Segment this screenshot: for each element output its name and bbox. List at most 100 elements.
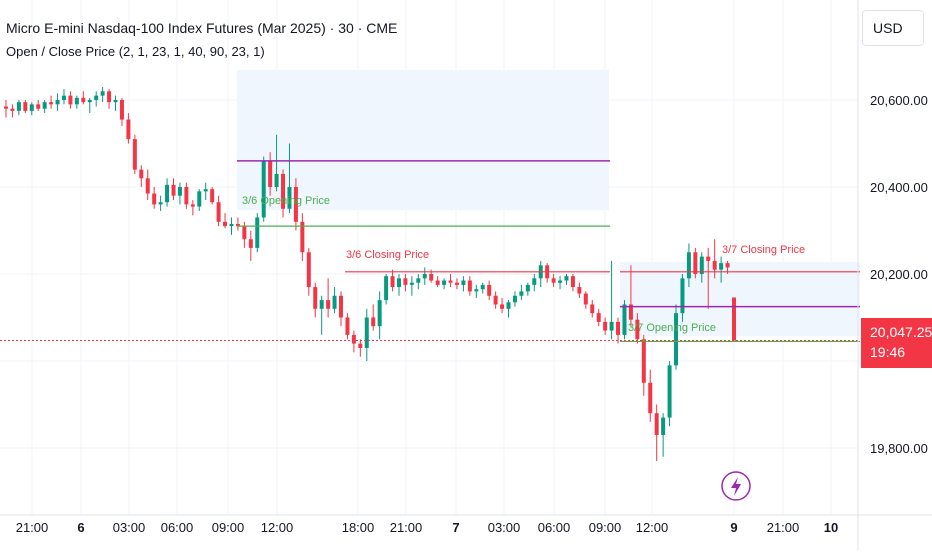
candle-body[interactable] xyxy=(23,102,28,111)
candle-body[interactable] xyxy=(326,300,331,309)
candle-body[interactable] xyxy=(628,304,633,320)
candle-body[interactable] xyxy=(377,300,382,327)
candle-body[interactable] xyxy=(564,276,569,281)
candle-body[interactable] xyxy=(384,276,389,301)
candle-body[interactable] xyxy=(10,108,15,111)
candle-body[interactable] xyxy=(622,304,627,335)
candle-body[interactable] xyxy=(667,365,672,418)
candle-body[interactable] xyxy=(512,295,517,303)
candle-body[interactable] xyxy=(519,291,524,296)
candle-body[interactable] xyxy=(223,221,228,227)
candle-body[interactable] xyxy=(242,226,247,240)
candle-body[interactable] xyxy=(422,274,427,279)
candle-body[interactable] xyxy=(158,202,163,205)
candle-body[interactable] xyxy=(661,417,666,435)
candle-body[interactable] xyxy=(686,252,691,279)
candle-body[interactable] xyxy=(345,317,350,335)
candle-body[interactable] xyxy=(319,300,324,309)
candle-body[interactable] xyxy=(74,97,79,105)
candle-body[interactable] xyxy=(590,304,595,314)
candle-body[interactable] xyxy=(699,256,704,274)
candle-body[interactable] xyxy=(358,343,363,348)
candle-body[interactable] xyxy=(94,95,99,100)
candle-body[interactable] xyxy=(371,317,376,327)
candle-body[interactable] xyxy=(474,289,479,292)
candle-body[interactable] xyxy=(4,106,8,109)
candle-body[interactable] xyxy=(525,284,530,292)
candle-body[interactable] xyxy=(16,102,21,111)
currency-selector[interactable]: USD xyxy=(862,10,924,46)
candle-body[interactable] xyxy=(261,160,266,218)
candle-body[interactable] xyxy=(287,187,292,209)
candle-body[interactable] xyxy=(603,321,608,331)
candle-body[interactable] xyxy=(61,95,66,100)
candle-body[interactable] xyxy=(558,280,563,283)
candle-body[interactable] xyxy=(480,284,485,290)
candle-body[interactable] xyxy=(706,256,711,261)
candle-body[interactable] xyxy=(42,102,47,109)
indicator-label[interactable]: Open / Close Price (2, 1, 23, 1, 40, 90,… xyxy=(6,44,265,59)
candle-body[interactable] xyxy=(332,295,337,309)
candle-body[interactable] xyxy=(300,221,305,253)
candle-body[interactable] xyxy=(229,223,234,227)
candle-body[interactable] xyxy=(635,319,640,340)
candle-body[interactable] xyxy=(171,184,176,196)
candle-body[interactable] xyxy=(435,280,440,285)
candle-body[interactable] xyxy=(390,276,395,288)
candle-body[interactable] xyxy=(493,295,498,305)
candle-body[interactable] xyxy=(500,304,505,309)
candle-body[interactable] xyxy=(648,382,653,414)
candle-body[interactable] xyxy=(165,184,170,203)
candle-body[interactable] xyxy=(281,173,286,209)
candle-body[interactable] xyxy=(29,104,34,111)
candle-body[interactable] xyxy=(339,295,344,318)
candle-body[interactable] xyxy=(190,204,195,207)
candle-body[interactable] xyxy=(177,187,182,196)
candle-body[interactable] xyxy=(719,263,724,270)
candle-body[interactable] xyxy=(467,280,472,292)
candle-body[interactable] xyxy=(132,139,137,170)
candle-body[interactable] xyxy=(100,91,105,96)
candle-body[interactable] xyxy=(210,189,215,203)
candle-body[interactable] xyxy=(506,302,511,309)
candle-body[interactable] xyxy=(152,193,157,205)
candle-body[interactable] xyxy=(293,187,298,222)
candle-body[interactable] xyxy=(126,119,131,140)
candle-body[interactable] xyxy=(454,282,459,285)
candle-body[interactable] xyxy=(248,239,253,248)
candle-body[interactable] xyxy=(145,178,150,194)
candle-body[interactable] xyxy=(442,280,447,285)
candle-body[interactable] xyxy=(216,202,221,222)
candle-body[interactable] xyxy=(732,297,736,341)
candle-body[interactable] xyxy=(235,223,240,227)
candle-body[interactable] xyxy=(596,313,601,322)
candle-body[interactable] xyxy=(583,293,588,305)
candle-body[interactable] xyxy=(577,287,582,294)
candle-body[interactable] xyxy=(36,104,41,109)
candle-body[interactable] xyxy=(113,100,118,103)
candle-body[interactable] xyxy=(55,100,60,105)
candle-body[interactable] xyxy=(551,278,556,283)
candle-body[interactable] xyxy=(268,160,273,187)
candle-body[interactable] xyxy=(364,317,369,348)
candle-body[interactable] xyxy=(49,102,54,105)
candle-body[interactable] xyxy=(609,321,614,331)
candle-body[interactable] xyxy=(680,278,685,314)
candle-body[interactable] xyxy=(107,91,112,103)
candle-body[interactable] xyxy=(255,217,260,248)
candle-body[interactable] xyxy=(119,100,124,120)
candle-body[interactable] xyxy=(87,100,92,103)
candle-body[interactable] xyxy=(416,278,421,283)
candle-body[interactable] xyxy=(674,313,679,366)
candle-body[interactable] xyxy=(641,339,646,383)
candle-body[interactable] xyxy=(461,280,466,285)
candle-body[interactable] xyxy=(487,284,492,296)
candle-body[interactable] xyxy=(68,95,73,105)
candle-body[interactable] xyxy=(403,278,408,285)
candle-body[interactable] xyxy=(203,189,208,192)
candle-body[interactable] xyxy=(448,280,453,283)
candle-body[interactable] xyxy=(274,173,279,187)
candle-body[interactable] xyxy=(306,252,311,288)
